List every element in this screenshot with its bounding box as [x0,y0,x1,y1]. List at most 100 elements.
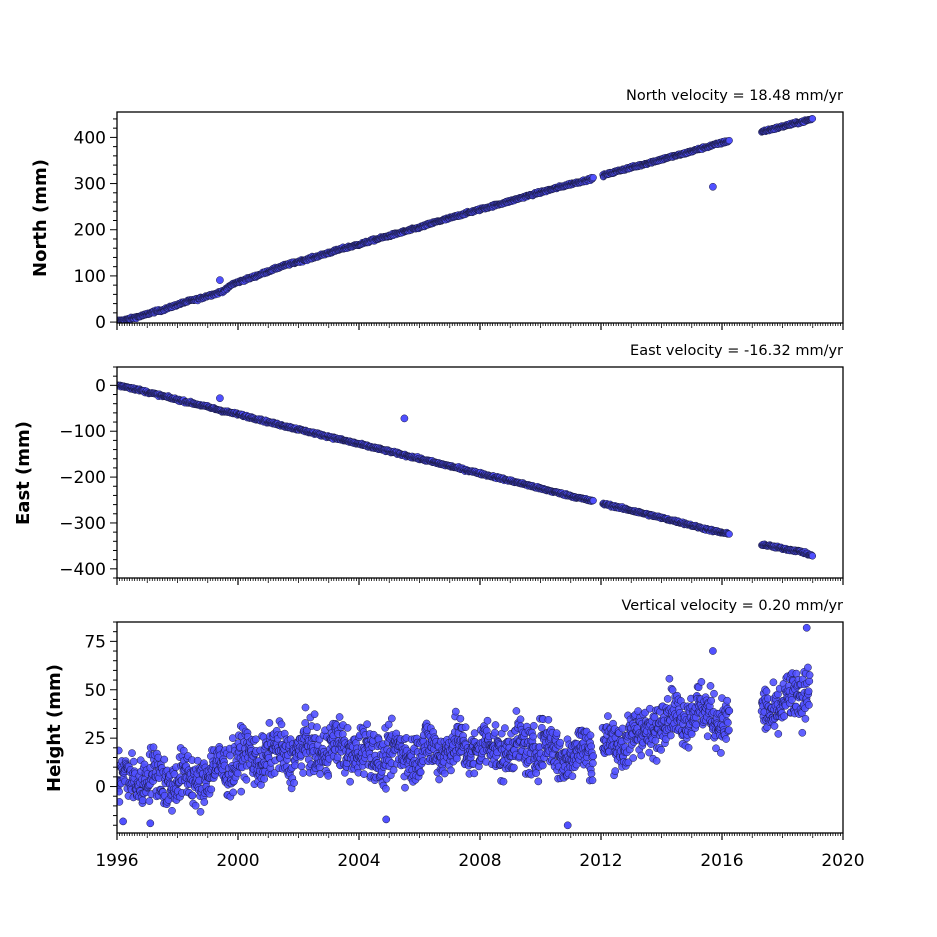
data-point [387,714,396,723]
y-tick-label: 0 [95,313,106,333]
data-point [168,806,176,815]
data-point [188,791,197,800]
data-point [291,761,299,770]
data-point [260,775,269,783]
data-point [483,716,492,725]
data-point [191,801,200,810]
data-point [456,714,465,723]
data-point [196,807,205,816]
data-point [589,174,597,182]
data-point [604,712,612,720]
y-tick-label: −400 [59,560,106,580]
data-point [207,785,216,794]
data-point [384,720,393,729]
data-point [589,497,597,505]
data-point [335,713,344,721]
data-point [145,797,154,805]
data-point [589,752,598,761]
data-point [242,775,251,784]
data-point [389,766,398,775]
data-point [270,769,279,777]
data-point [684,743,693,752]
data-point [149,743,158,752]
markers-east [117,381,817,560]
data-point [666,731,675,740]
panel-east: East velocity = -16.32 mm/yr East (mm) 0… [13,343,844,585]
y-axis-label-height: Height (mm) [44,664,65,792]
y-axis-label-north: North (mm) [30,159,51,277]
data-point [346,777,354,786]
data-point [808,552,817,560]
data-point [324,772,333,780]
data-point [556,738,565,747]
y-tick-label: −100 [59,422,106,442]
data-point [510,763,518,772]
data-point [645,748,654,757]
data-point [299,769,307,777]
data-point [516,715,525,724]
data-point [251,735,260,744]
data-point [534,777,543,786]
data-point [491,721,500,729]
y-axis-label-east: East (mm) [13,421,34,525]
data-point [301,719,310,727]
y-tick-label: −300 [59,514,106,534]
data-point [382,784,390,793]
data-point [665,674,674,683]
data-point [663,695,672,703]
data-point [587,769,596,778]
data-point [618,724,627,733]
data-point [129,757,138,766]
data-point [229,788,238,797]
data-point [277,720,286,729]
y-tick-label: 0 [95,376,106,396]
y-tick-label: 400 [74,128,106,148]
data-point [461,723,470,732]
panel-title-north: North velocity = 18.48 mm/yr [626,88,843,104]
data-point [117,798,124,806]
data-point [447,766,455,775]
data-point [200,798,209,806]
data-point [529,721,538,730]
data-point [544,715,553,724]
data-point [512,707,521,715]
data-point [588,776,597,785]
data-point [725,136,733,145]
data-point [343,724,352,732]
y-tick-label: 200 [74,221,106,241]
data-point [138,796,147,805]
data-point [117,746,123,755]
data-point [611,767,620,775]
data-point [435,775,443,784]
data-point [233,769,242,778]
data-point [310,710,319,719]
data-point [360,770,368,778]
data-point [589,759,597,768]
data-point [651,736,660,745]
data-point [652,757,661,765]
panel-title-height: Vertical velocity = 0.20 mm/yr [622,598,844,614]
data-point [301,703,310,712]
data-point [499,777,508,786]
data-point [451,707,460,716]
markers-north [117,115,817,323]
outlier-point [400,414,409,423]
data-point [128,749,136,757]
data-point [170,770,179,779]
data-point [237,787,246,796]
y-tick-label: 300 [74,175,106,195]
data-point [297,762,306,771]
data-point [303,726,311,735]
data-point [117,787,123,796]
data-point [401,783,409,792]
y-tick-label: −200 [59,468,106,488]
data-point [363,720,371,729]
data-point [629,754,638,762]
data-point [160,755,169,764]
data-point [179,746,188,755]
data-point [453,754,461,763]
data-point [440,769,449,778]
data-point [501,724,509,732]
